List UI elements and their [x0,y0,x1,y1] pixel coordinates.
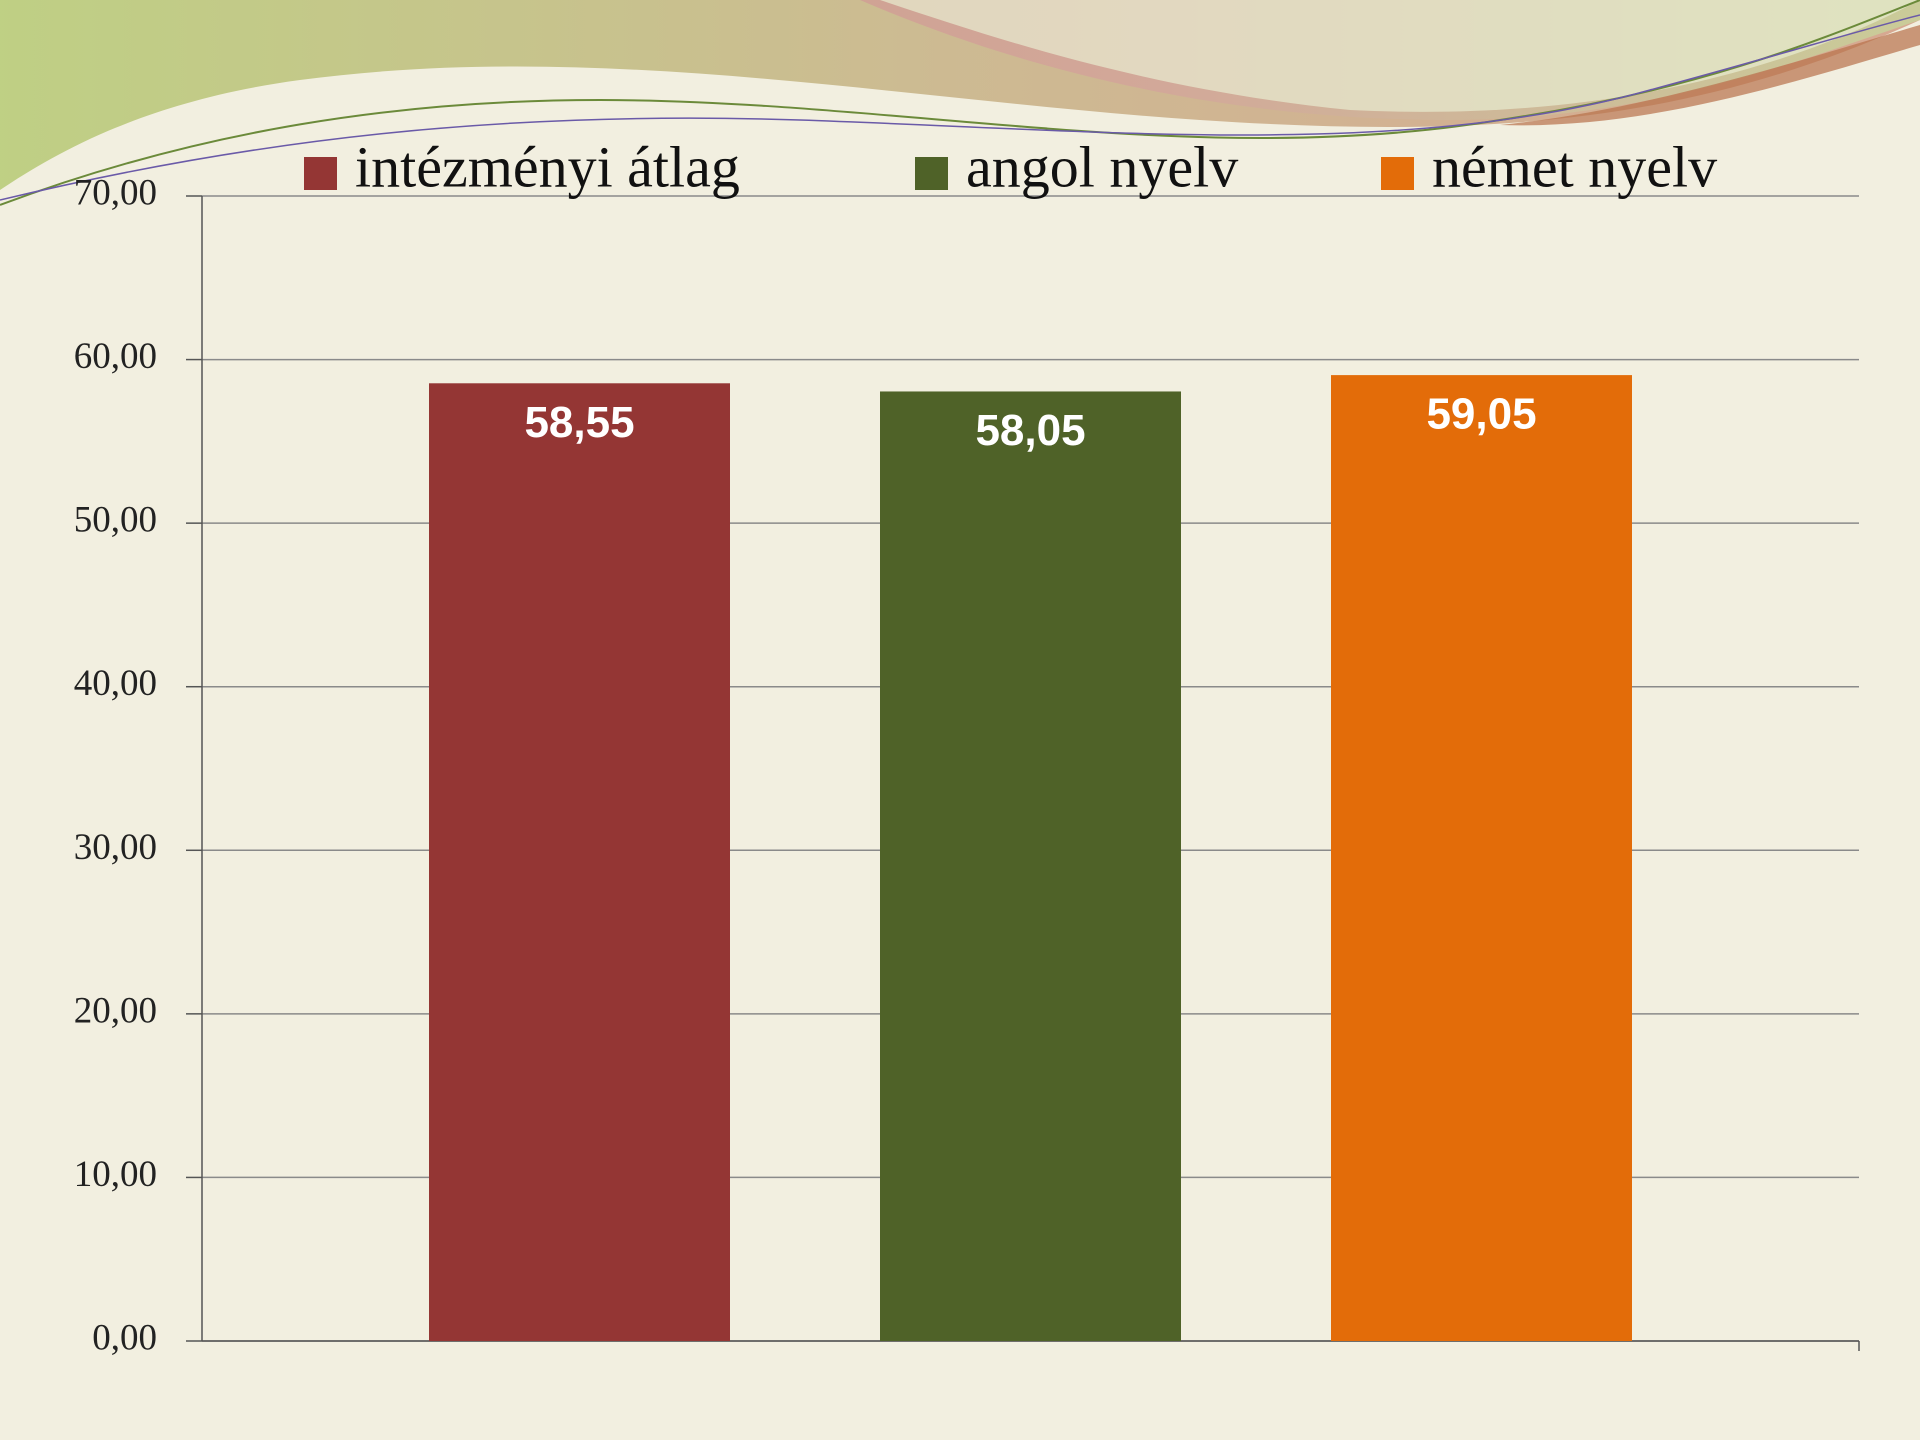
y-tick-label: 30,00 [74,827,157,868]
legend-label: angol nyelv [966,134,1238,199]
legend-label: intézményi átlag [355,134,740,199]
y-tick-label: 0,00 [92,1317,157,1358]
y-tick-label: 60,00 [74,336,157,377]
legend-swatch [1381,157,1414,190]
decoration [0,0,1920,206]
y-tick-label: 40,00 [74,663,157,704]
y-tick-label: 50,00 [74,500,157,541]
y-tick-label: 70,00 [74,172,157,213]
bar [1331,375,1632,1341]
legend-swatch [304,157,337,190]
value-label: 59,05 [1426,390,1536,439]
value-label: 58,55 [524,398,634,447]
bar [880,391,1181,1341]
legend-label: német nyelv [1432,134,1717,199]
y-tick-label: 20,00 [74,990,157,1031]
y-tick-label: 10,00 [74,1154,157,1195]
legend-swatch [915,157,948,190]
bar [429,383,730,1341]
value-label: 58,05 [975,406,1085,455]
